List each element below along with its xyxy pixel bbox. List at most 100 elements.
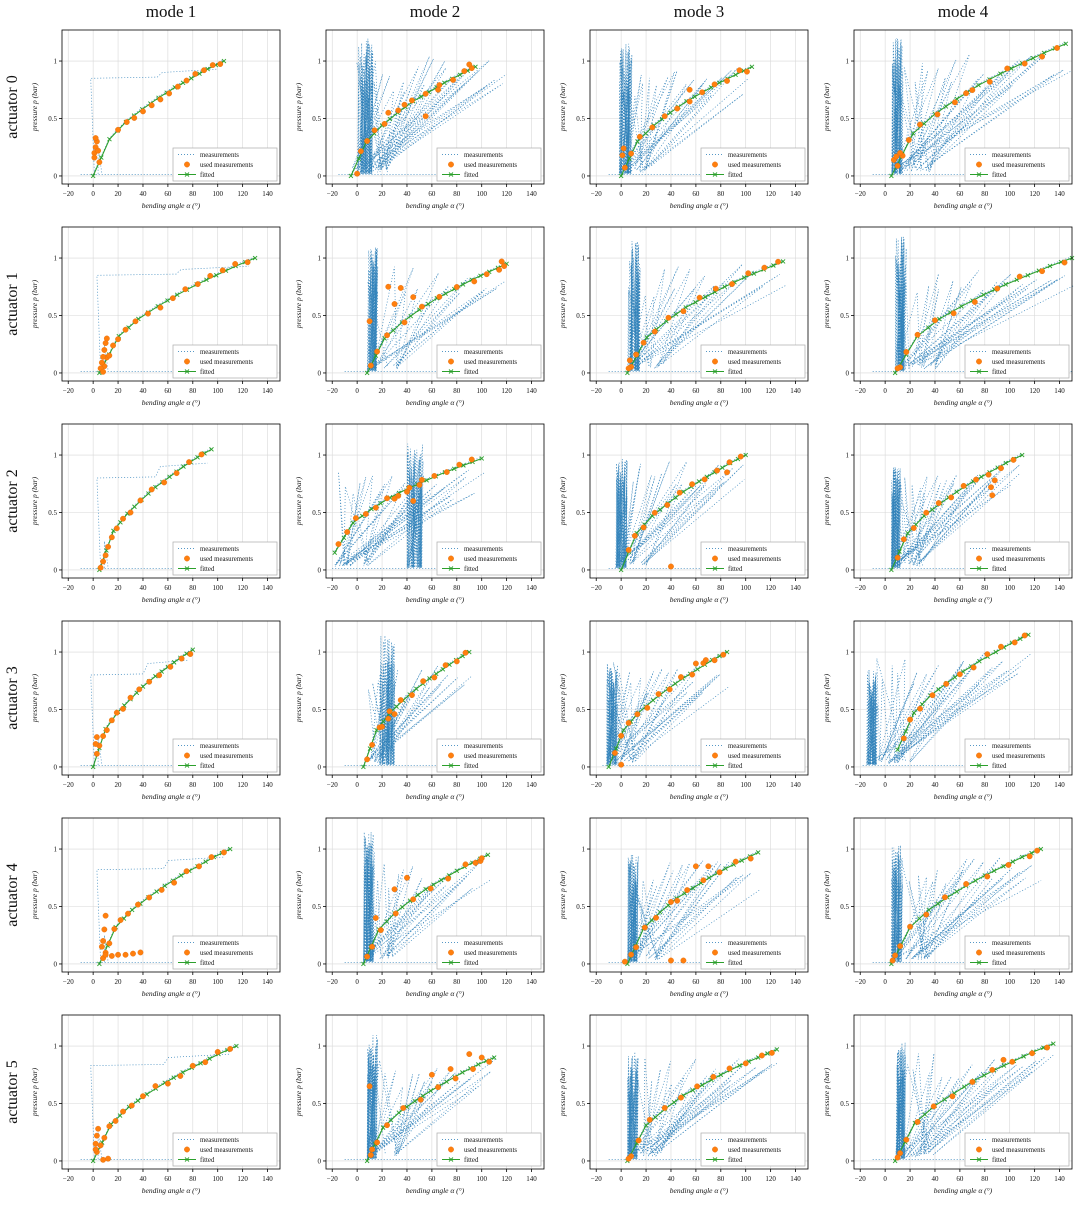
legend-entry-label: used measurements <box>464 556 517 563</box>
y-tick-label: 0 <box>318 960 322 968</box>
y-tick-label: 1 <box>582 845 586 853</box>
y-tick-label: 0.5 <box>840 706 849 714</box>
tick-labels: −20 0 20 40 60 80 100 120 140 0 0.5 1 <box>312 451 537 592</box>
x-tick-label: 20 <box>643 190 651 198</box>
x-axis-label: bending angle α (°) <box>142 398 201 407</box>
legend-entry-label: fitted <box>464 172 479 179</box>
x-tick-label: 0 <box>619 190 623 198</box>
x-tick-label: 0 <box>883 781 887 789</box>
x-tick-label: 40 <box>667 190 675 198</box>
y-tick-label: 0 <box>582 172 586 180</box>
legend: measurements used measurements fitted <box>436 147 542 182</box>
column-title: mode 4 <box>937 2 989 21</box>
axes-frame <box>61 29 281 185</box>
legend-used-measurements-marker <box>712 555 718 562</box>
x-tick-label: 120 <box>237 584 248 592</box>
legend-used-measurements-marker <box>184 949 190 956</box>
legend-entry-label: measurements <box>728 1137 767 1144</box>
x-tick-label: 20 <box>907 781 915 789</box>
x-tick-label: 0 <box>91 978 95 986</box>
y-axis-label: pressure p (bar) <box>558 870 567 920</box>
x-axis-label: bending angle α (°) <box>670 201 729 210</box>
x-tick-label: 60 <box>956 978 964 986</box>
x-tick-label: 140 <box>526 190 537 198</box>
x-tick-label: 100 <box>740 584 751 592</box>
legend-entry-label: measurements <box>992 152 1031 159</box>
x-axis-label: bending angle α (°) <box>670 398 729 407</box>
legend: measurements used measurements fitted <box>172 935 278 970</box>
x-tick-label: 140 <box>262 387 273 395</box>
used-measurements-series <box>889 847 1041 964</box>
x-tick-label: −20 <box>591 387 602 395</box>
x-tick-label: 0 <box>619 387 623 395</box>
axes-frame <box>325 1014 545 1170</box>
x-tick-label: 60 <box>956 190 964 198</box>
x-tick-label: 20 <box>907 584 915 592</box>
legend-entry-label: measurements <box>728 940 767 947</box>
axes-frame <box>325 817 545 973</box>
tick-labels: −20 0 20 40 60 80 100 120 140 0 0.5 1 <box>312 845 537 986</box>
legend-entry-label: used measurements <box>728 1147 781 1154</box>
x-tick-label: 100 <box>1004 1175 1015 1183</box>
legend-entry-label: fitted <box>464 1157 479 1164</box>
x-tick-label: −20 <box>855 1175 866 1183</box>
x-axis-label: bending angle α (°) <box>142 989 201 998</box>
y-tick-label: 1 <box>54 1042 58 1050</box>
x-tick-label: 0 <box>883 190 887 198</box>
x-tick-label: 100 <box>212 387 223 395</box>
x-tick-label: 40 <box>403 584 411 592</box>
legend-entry-label: fitted <box>992 369 1007 376</box>
x-tick-label: 120 <box>501 584 512 592</box>
x-tick-label: 20 <box>115 781 123 789</box>
tick-labels: −20 0 20 40 60 80 100 120 140 0 0.5 1 <box>48 451 273 592</box>
x-tick-label: 120 <box>765 584 776 592</box>
legend-entry-label: fitted <box>728 1157 743 1164</box>
subplot-actuator5-mode3: −20 0 20 40 60 80 100 120 140 0 0.5 1 bending angle … <box>558 1014 809 1195</box>
x-tick-label: 40 <box>139 387 147 395</box>
axes-frame <box>61 226 281 382</box>
subplot-actuator5-mode4: −20 0 20 40 60 80 100 120 140 0 0.5 1 bending angle … <box>822 1014 1073 1195</box>
y-axis-label: pressure p (bar) <box>822 279 831 329</box>
x-tick-label: 100 <box>740 978 751 986</box>
y-tick-label: 0.5 <box>840 1100 849 1108</box>
x-tick-label: 60 <box>692 387 700 395</box>
legend: measurements used measurements fitted <box>964 541 1070 576</box>
x-tick-label: 0 <box>91 781 95 789</box>
x-tick-label: 80 <box>717 190 725 198</box>
x-tick-label: −20 <box>63 584 74 592</box>
legend-entry-label: fitted <box>992 763 1007 770</box>
used-measurements-series <box>890 45 1060 169</box>
y-tick-label: 1 <box>582 254 586 262</box>
legend-used-measurements-marker <box>712 161 718 168</box>
used-measurements-series <box>900 632 1028 742</box>
y-axis-label: pressure p (bar) <box>30 673 39 723</box>
x-tick-label: 60 <box>164 584 172 592</box>
x-axis-label: bending angle α (°) <box>406 792 465 801</box>
x-tick-label: −20 <box>63 781 74 789</box>
used-measurements-series <box>97 259 251 375</box>
x-tick-label: 20 <box>379 978 387 986</box>
x-tick-label: −20 <box>591 781 602 789</box>
y-axis-label: pressure p (bar) <box>294 476 303 526</box>
legend-entry-label: used measurements <box>992 359 1045 366</box>
x-tick-label: 60 <box>692 978 700 986</box>
x-tick-label: 80 <box>453 190 461 198</box>
x-tick-label: −20 <box>63 978 74 986</box>
x-tick-label: 140 <box>526 978 537 986</box>
legend-used-measurements-marker <box>184 555 190 562</box>
x-tick-label: −20 <box>327 190 338 198</box>
tick-labels: −20 0 20 40 60 80 100 120 140 0 0.5 1 <box>48 1042 273 1183</box>
x-tick-label: 140 <box>790 1175 801 1183</box>
legend-entry-label: measurements <box>200 546 239 553</box>
x-tick-label: 120 <box>501 1175 512 1183</box>
y-tick-label: 1 <box>582 57 586 65</box>
x-tick-label: 100 <box>212 190 223 198</box>
y-tick-label: 0 <box>582 369 586 377</box>
x-tick-label: 140 <box>526 387 537 395</box>
x-tick-label: 140 <box>1054 1175 1065 1183</box>
tick-labels: −20 0 20 40 60 80 100 120 140 0 0.5 1 <box>576 845 801 986</box>
x-tick-label: 60 <box>428 781 436 789</box>
legend-entry-label: used measurements <box>464 359 517 366</box>
x-tick-label: 40 <box>931 1175 939 1183</box>
x-tick-label: 20 <box>115 584 123 592</box>
